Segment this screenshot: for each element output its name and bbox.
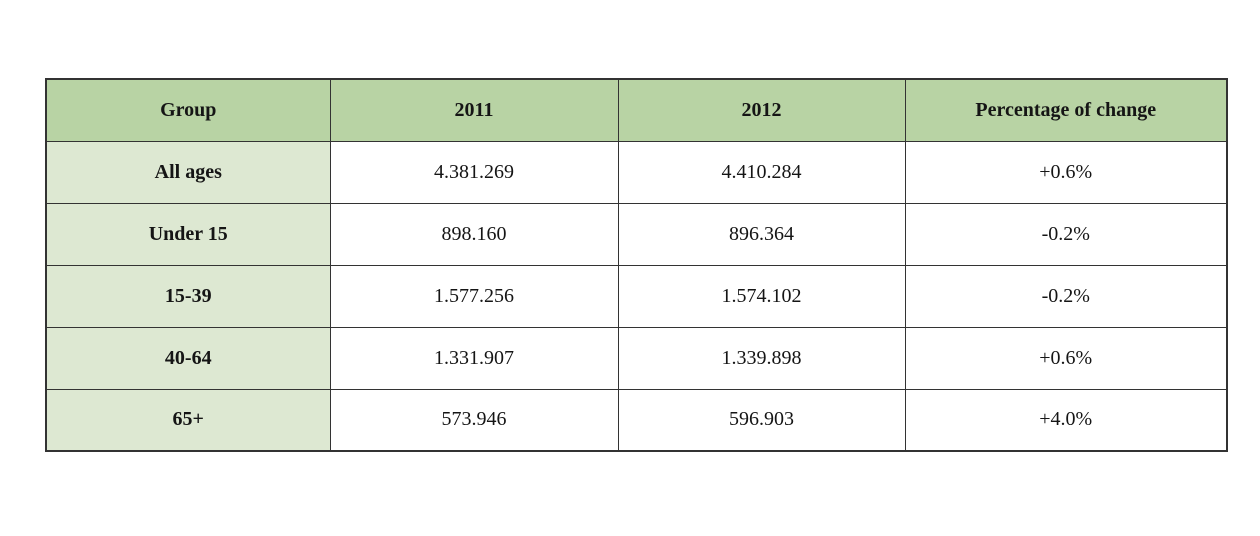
cell-all-ages-2011: 4.381.269 xyxy=(329,140,619,204)
cell-all-ages-2012: 4.410.284 xyxy=(617,140,906,204)
cell-under-15-change: -0.2% xyxy=(904,202,1228,266)
cell-40-64-change: +0.6% xyxy=(904,326,1228,390)
cell-40-64-2011: 1.331.907 xyxy=(329,326,619,390)
row-label-under-15: Under 15 xyxy=(45,202,331,266)
column-header-2011: 2011 xyxy=(329,78,619,142)
cell-65-plus-2011: 573.946 xyxy=(329,388,619,452)
row-label-40-64: 40-64 xyxy=(45,326,331,390)
column-header-group: Group xyxy=(45,78,331,142)
column-header-percentage-of-change: Percentage of change xyxy=(904,78,1228,142)
row-label-all-ages: All ages xyxy=(45,140,331,204)
table-row-all-ages: All ages 4.381.269 4.410.284 +0.6% xyxy=(45,140,1228,204)
cell-15-39-2011: 1.577.256 xyxy=(329,264,619,328)
cell-15-39-2012: 1.574.102 xyxy=(617,264,906,328)
cell-15-39-change: -0.2% xyxy=(904,264,1228,328)
cell-65-plus-2012: 596.903 xyxy=(617,388,906,452)
cell-65-plus-change: +4.0% xyxy=(904,388,1228,452)
column-header-2012: 2012 xyxy=(617,78,906,142)
table-row-under-15: Under 15 898.160 896.364 -0.2% xyxy=(45,202,1228,266)
cell-all-ages-change: +0.6% xyxy=(904,140,1228,204)
table-header-row: Group 2011 2012 Percentage of change xyxy=(45,78,1228,142)
cell-under-15-2011: 898.160 xyxy=(329,202,619,266)
table-row-65-plus: 65+ 573.946 596.903 +4.0% xyxy=(45,388,1228,452)
cell-40-64-2012: 1.339.898 xyxy=(617,326,906,390)
row-label-65-plus: 65+ xyxy=(45,388,331,452)
row-label-15-39: 15-39 xyxy=(45,264,331,328)
cell-under-15-2012: 896.364 xyxy=(617,202,906,266)
table-row-40-64: 40-64 1.331.907 1.339.898 +0.6% xyxy=(45,326,1228,390)
age-population-table: Group 2011 2012 Percentage of change All… xyxy=(45,78,1228,452)
table-row-15-39: 15-39 1.577.256 1.574.102 -0.2% xyxy=(45,264,1228,328)
